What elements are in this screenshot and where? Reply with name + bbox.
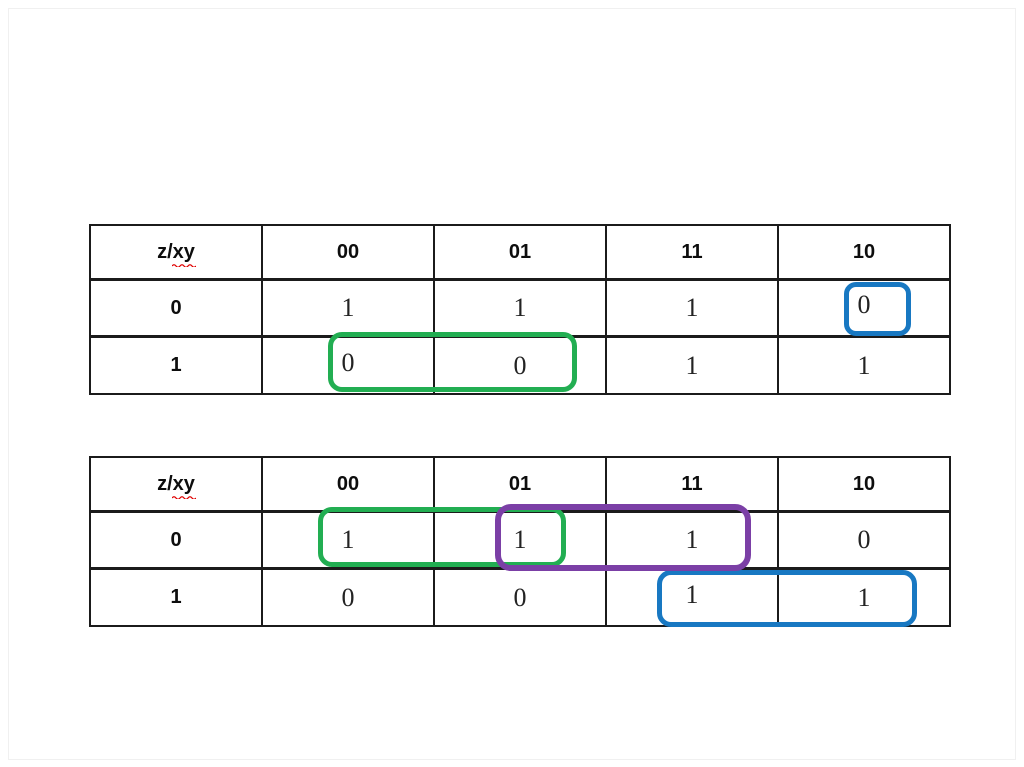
cell-value: 1 <box>433 278 607 338</box>
cell-value: 1 <box>605 567 779 627</box>
kmap-bottom-table: z/xy 00 01 11 10 0 1 1 1 0 <box>89 456 951 627</box>
cell-value: 0 <box>777 510 951 570</box>
kmap-bottom-header-00: 00 <box>261 456 435 513</box>
cell-value: 0 <box>433 567 607 627</box>
kmap-top-corner-header: z/xy <box>89 224 263 281</box>
cell-value: 1 <box>261 278 435 338</box>
kmap-top-header-01: 01 <box>433 224 607 281</box>
kmap-top-header-11: 11 <box>605 224 779 281</box>
cell-value: 0 <box>261 567 435 627</box>
kmap-top-header-10: 10 <box>777 224 951 281</box>
kmap-bottom-header-10: 10 <box>777 456 951 513</box>
cell-value: 1 <box>433 510 607 570</box>
cell-value: 0 <box>777 278 951 338</box>
row-label: 1 <box>89 567 263 627</box>
cell-value: 1 <box>605 510 779 570</box>
spellcheck-squiggle-icon <box>172 495 197 499</box>
row-label: 0 <box>89 278 263 338</box>
kmap-top-row-1: 1 0 0 1 1 <box>89 335 951 395</box>
cell-value: 1 <box>605 335 779 395</box>
corner-header-label: z/xy <box>157 240 195 263</box>
kmap-bottom-header-11: 11 <box>605 456 779 513</box>
kmap-top-header-00: 00 <box>261 224 435 281</box>
kmap-top: z/xy 00 01 11 10 0 1 1 1 0 <box>89 224 951 395</box>
kmap-bottom-header-01: 01 <box>433 456 607 513</box>
cell-value: 1 <box>777 335 951 395</box>
kmap-bottom-corner-header: z/xy <box>89 456 263 513</box>
kmap-bottom-row-1: 1 0 0 1 1 <box>89 567 951 627</box>
kmap-top-row-0: 0 1 1 1 0 <box>89 278 951 338</box>
kmap-bottom-row-0: 0 1 1 1 0 <box>89 510 951 570</box>
row-label: 0 <box>89 510 263 570</box>
kmap-top-table: z/xy 00 01 11 10 0 1 1 1 0 <box>89 224 951 395</box>
cell-value: 1 <box>261 510 435 570</box>
cell-value: 0 <box>433 335 607 395</box>
spellcheck-squiggle-icon <box>172 263 197 267</box>
kmap-bottom: z/xy 00 01 11 10 0 1 1 1 0 <box>89 456 951 627</box>
cell-value: 1 <box>605 278 779 338</box>
corner-header-label: z/xy <box>157 472 195 495</box>
cell-value: 1 <box>777 567 951 627</box>
row-label: 1 <box>89 335 263 395</box>
cell-value: 0 <box>261 335 435 395</box>
